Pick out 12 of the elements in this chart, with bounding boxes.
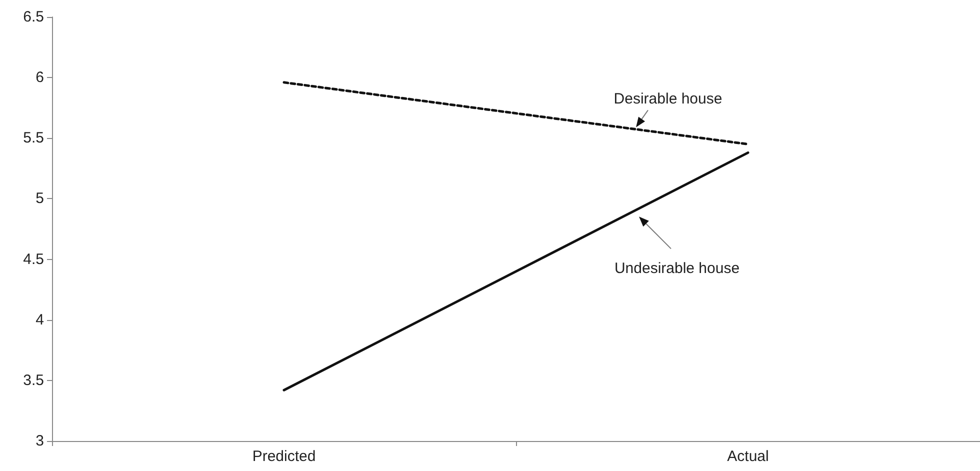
y-tick-label: 6	[36, 69, 44, 86]
x-tick-label: Predicted	[252, 448, 316, 465]
y-tick-label: 5.5	[23, 130, 44, 147]
y-tick-label: 6.5	[23, 8, 44, 26]
y-tick-label: 4	[36, 311, 44, 328]
y-tick-label: 5	[36, 190, 44, 208]
y-tick-label: 3.5	[23, 372, 44, 389]
y-tick-label: 3	[36, 432, 44, 450]
x-tick-label: Actual	[727, 448, 769, 465]
series-label: Desirable house	[614, 90, 722, 108]
y-tick-label: 4.5	[23, 250, 44, 268]
text: Undesirable house	[614, 260, 740, 278]
